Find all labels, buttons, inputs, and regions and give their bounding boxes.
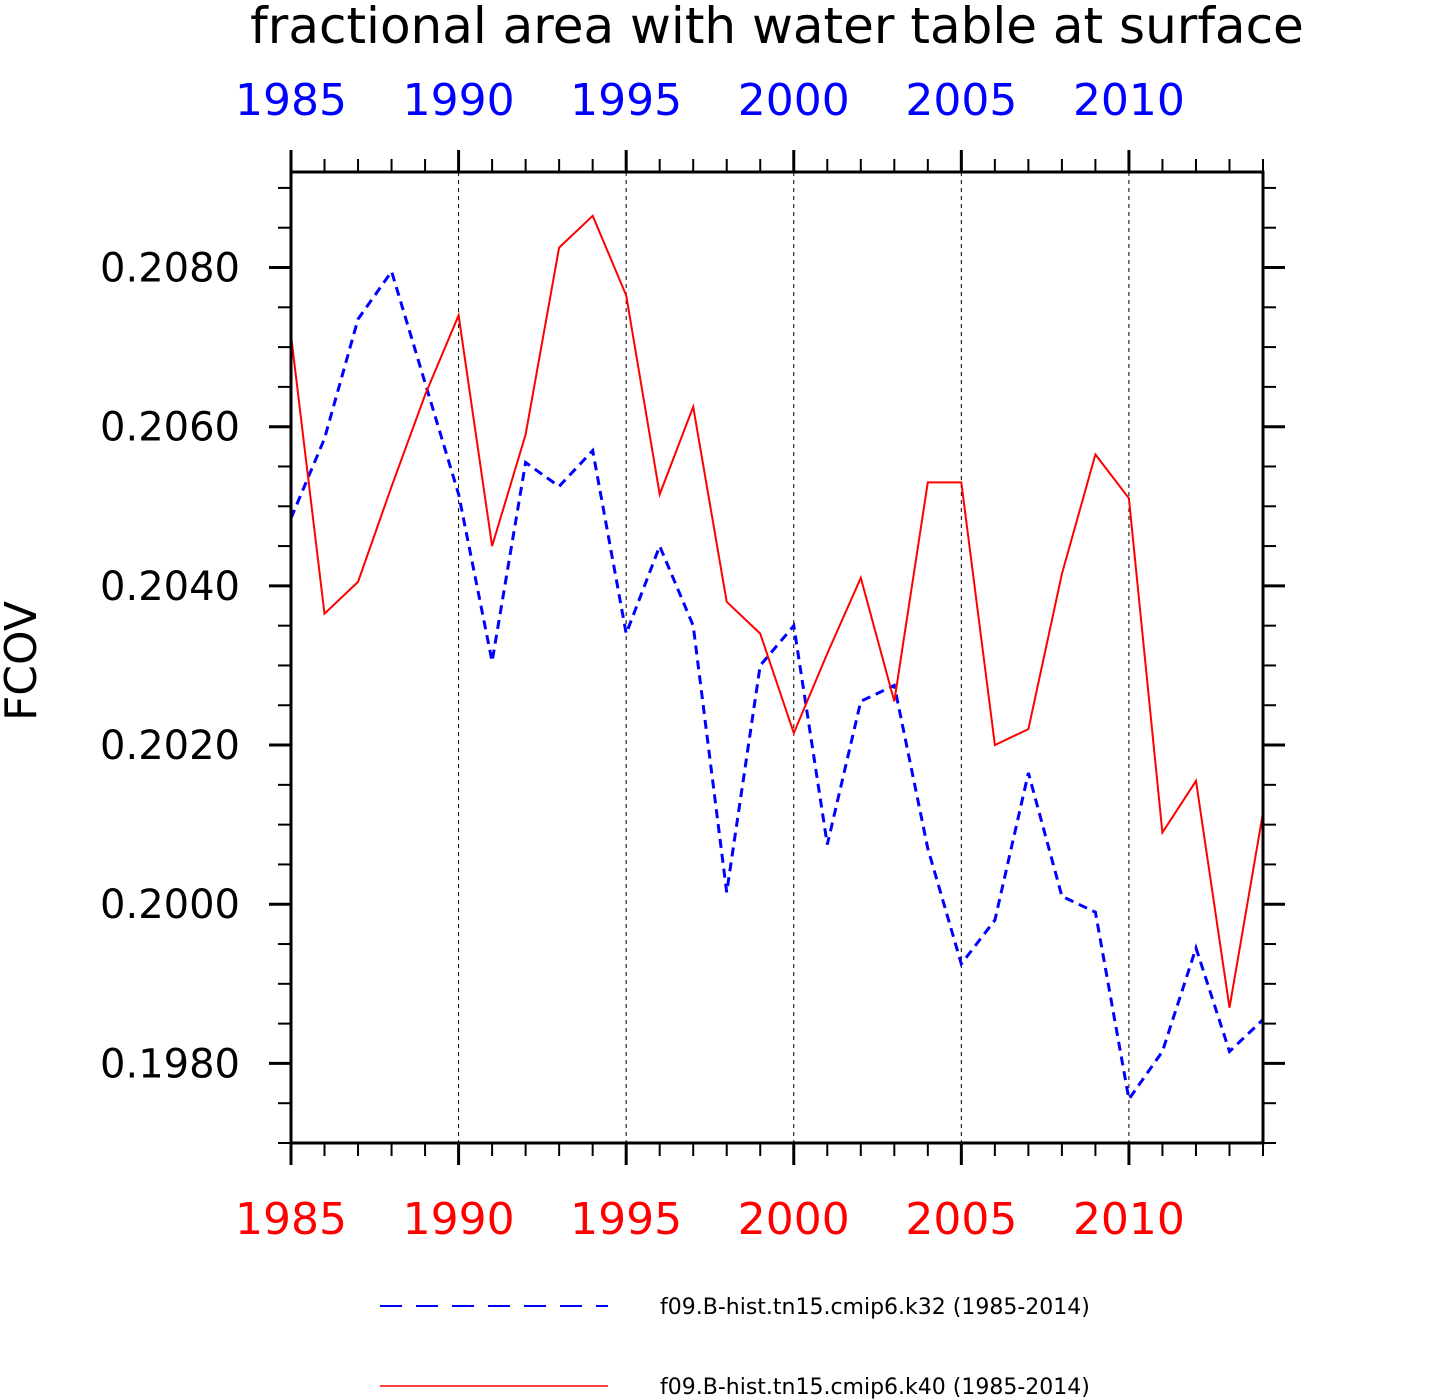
bottom-x-tick-label-2010: 2010 <box>1073 1194 1185 1245</box>
bottom-x-tick-label-1995: 1995 <box>570 1194 682 1245</box>
grid-lines <box>458 172 1130 1143</box>
top-x-tick-label-2005: 2005 <box>905 75 1017 126</box>
top-x-tick-label-1995: 1995 <box>570 75 682 126</box>
y-tick-label-0.1980: 0.1980 <box>100 1041 240 1087</box>
y-axis-label: FCOV <box>0 601 47 721</box>
legend: f09.B-hist.tn15.cmip6.k32 (1985-2014) f09… <box>380 1295 1090 1400</box>
series-line-2 <box>290 214 1264 1008</box>
y-tick-label-0.2060: 0.2060 <box>100 405 240 451</box>
bottom-x-tick-label-2000: 2000 <box>738 1194 850 1245</box>
top-x-tick-label-2010: 2010 <box>1073 75 1185 126</box>
axis-ticks <box>269 150 1285 1165</box>
bottom-x-tick-label-2005: 2005 <box>905 1194 1017 1245</box>
y-tick-label-0.2040: 0.2040 <box>100 564 240 610</box>
top-x-tick-label-1985: 1985 <box>235 75 347 126</box>
legend-label-1: f09.B-hist.tn15.cmip6.k32 (1985-2014) <box>660 1295 1090 1320</box>
bottom-x-tick-label-1990: 1990 <box>403 1194 515 1245</box>
tick-labels: 0.1980 0.2000 0.2020 0.2040 0.2060 0.2080 1985… <box>100 75 1185 1245</box>
series-layer <box>289 214 1265 1104</box>
y-tick-label-0.2000: 0.2000 <box>100 882 240 928</box>
y-tick-label-0.2080: 0.2080 <box>100 246 240 292</box>
legend-label-2: f09.B-hist.tn15.cmip6.k40 (1985-2014) <box>660 1375 1090 1400</box>
top-x-tick-label-2000: 2000 <box>738 75 850 126</box>
series-line-1 <box>289 268 1265 1104</box>
top-x-tick-label-1990: 1990 <box>403 75 515 126</box>
chart-title: fractional area with water table at surf… <box>250 0 1304 55</box>
y-tick-label-0.2020: 0.2020 <box>100 723 240 769</box>
plot-frame <box>289 170 1265 1145</box>
bottom-x-tick-label-1985: 1985 <box>235 1194 347 1245</box>
